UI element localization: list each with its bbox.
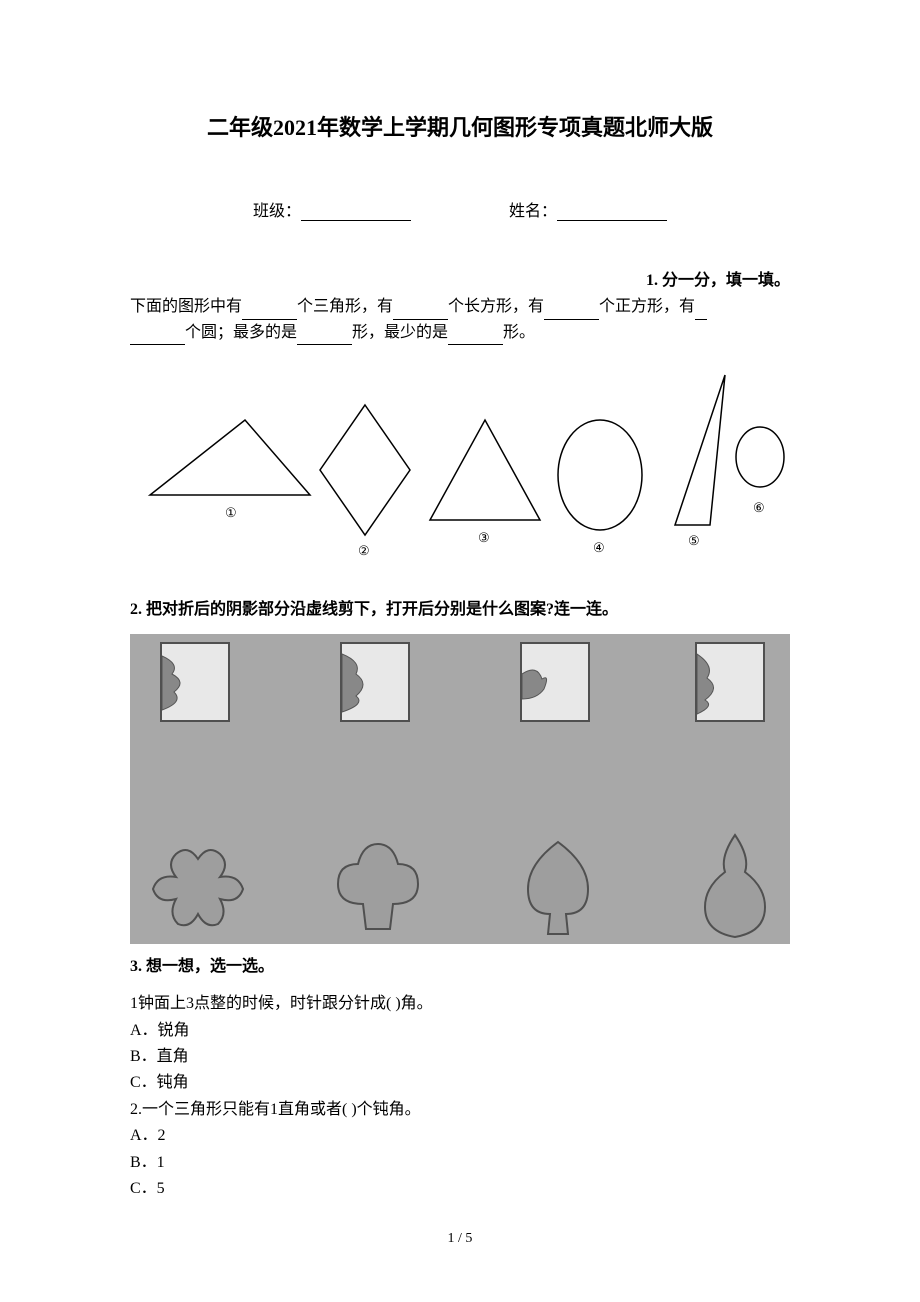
q1-blank-4a[interactable]: [695, 304, 707, 320]
q1-t0: 下面的图形中有: [130, 298, 242, 315]
q1-t2: 个长方形，有: [448, 298, 544, 315]
q3-1-opt-c[interactable]: C．钝角: [130, 1070, 790, 1096]
shapes-figure: ① ② ③ ④ ⑤ ⑥: [130, 365, 790, 565]
q3-heading: 3. 想一想，选一选。: [130, 952, 790, 976]
q2-heading: 2. 把对折后的阴影部分沿虚线剪下，打开后分别是什么图案?连一连。: [130, 595, 790, 619]
q1-t5: 形，最少的是: [352, 324, 448, 341]
shape-label-1: ①: [225, 505, 237, 521]
fold-box-1: [160, 642, 230, 722]
shape-label-2: ②: [358, 543, 370, 559]
q1-blank-5[interactable]: [297, 329, 352, 345]
q3-1-opt-b[interactable]: B．直角: [130, 1044, 790, 1070]
info-line: 班级： 姓名：: [130, 197, 790, 221]
shape-label-6: ⑥: [753, 500, 765, 516]
fold-box-2: [340, 642, 410, 722]
q1-blank-2[interactable]: [393, 304, 448, 320]
name-blank[interactable]: [557, 205, 667, 221]
fold-box-3: [520, 642, 590, 722]
q1-blank-3[interactable]: [544, 304, 599, 320]
page-title: 二年级2021年数学上学期几何图形专项真题北师大版: [130, 110, 790, 142]
shape-label-4: ④: [593, 540, 605, 556]
class-label: 班级：: [253, 203, 301, 220]
shape-label-3: ③: [478, 530, 490, 546]
q3-2-opt-a[interactable]: A．2: [130, 1123, 790, 1149]
q3-1-opt-a[interactable]: A．锐角: [130, 1018, 790, 1044]
fold-box-4: [695, 642, 765, 722]
q1-t6: 形。: [503, 324, 535, 341]
shape-label-5: ⑤: [688, 533, 700, 549]
q1-body: 下面的图形中有 个三角形，有 个长方形，有 个正方形，有个圆；最多的是 形，最少的是 形。: [130, 294, 790, 345]
q3-sub2: 2.一个三角形只能有1直角或者( )个钝角。: [130, 1097, 790, 1123]
name-label: 姓名：: [509, 203, 557, 220]
q1-t3: 个正方形，有: [599, 298, 695, 315]
q3-2-opt-c[interactable]: C．5: [130, 1176, 790, 1202]
q1-blank-4b[interactable]: [130, 329, 185, 345]
q2-figure: [130, 634, 790, 944]
unfold-shape-2: [328, 834, 418, 934]
q1-blank-1[interactable]: [242, 304, 297, 320]
unfold-shape-3: [508, 834, 598, 934]
q3-2-opt-b[interactable]: B．1: [130, 1150, 790, 1176]
q3-sub1: 1钟面上3点整的时候，时针跟分针成( )角。: [130, 991, 790, 1017]
page-number: 1 / 5: [0, 1231, 920, 1247]
q1-blank-6[interactable]: [448, 329, 503, 345]
q1-t4: 个圆；最多的是: [185, 324, 297, 341]
q1-heading: 1. 分一分，填一填。: [130, 266, 790, 290]
class-blank[interactable]: [301, 205, 411, 221]
q1-t1: 个三角形，有: [297, 298, 393, 315]
unfold-shape-4: [690, 832, 780, 932]
unfold-shape-1: [148, 839, 238, 939]
